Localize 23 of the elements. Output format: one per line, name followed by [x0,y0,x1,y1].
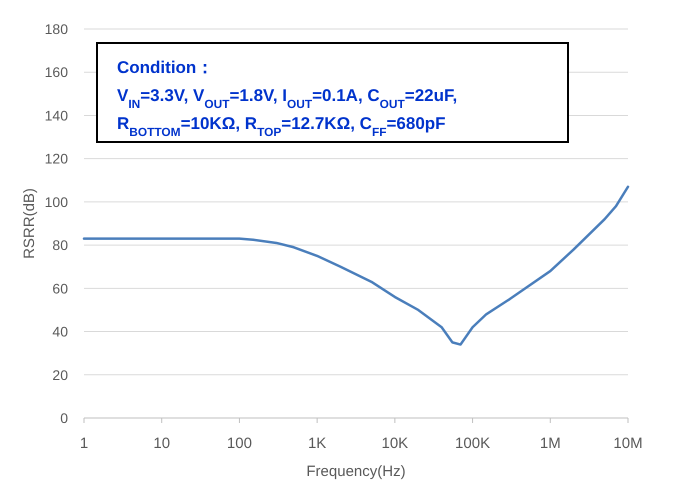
x-axis-title: Frequency(Hz) [306,463,406,480]
y-tick-label: 180 [44,21,68,37]
x-tick-label: 1K [308,435,326,452]
annotation-box: Condition： V$_{IN}$=3.3V, V$_{OUT}$=1.8V, I$_{OUT}$=0.1A, C$_{OUT}$=22uF, R$_{BOTTOM}$=10KΩ, R$_{TOP}$=12.7KΩ, C$_{FF}$=680pF [96,42,569,143]
annotation: Condition： [117,58,214,77]
y-tick-label: 140 [44,107,68,124]
x-tick-label: 10M [613,435,643,452]
x-tick-label: 1 [80,435,88,452]
y-tick-label: 20 [52,366,68,383]
y-tick-label: 100 [44,194,68,210]
y-tick-label: 60 [52,280,68,296]
y-tick-label: 0 [60,410,68,426]
y-axis-title: RSRR(dB) [21,188,38,259]
x-tick-label: 10 [153,435,170,452]
x-tick-label: 1M [540,435,561,452]
y-tick-label: 160 [44,64,68,80]
x-tick-label: 10K [382,435,408,452]
y-tick-label: 80 [52,237,68,254]
y-tick-label: 120 [44,150,68,167]
annotation: R$_{BOTTOM}$=10KΩ, R$_{TOP}$=12.7KΩ, C$_{FF}$=680pF [117,114,446,139]
x-tick-label: 100K [455,435,490,452]
y-tick-label: 40 [52,324,68,340]
x-tick-label: 100 [226,435,252,452]
